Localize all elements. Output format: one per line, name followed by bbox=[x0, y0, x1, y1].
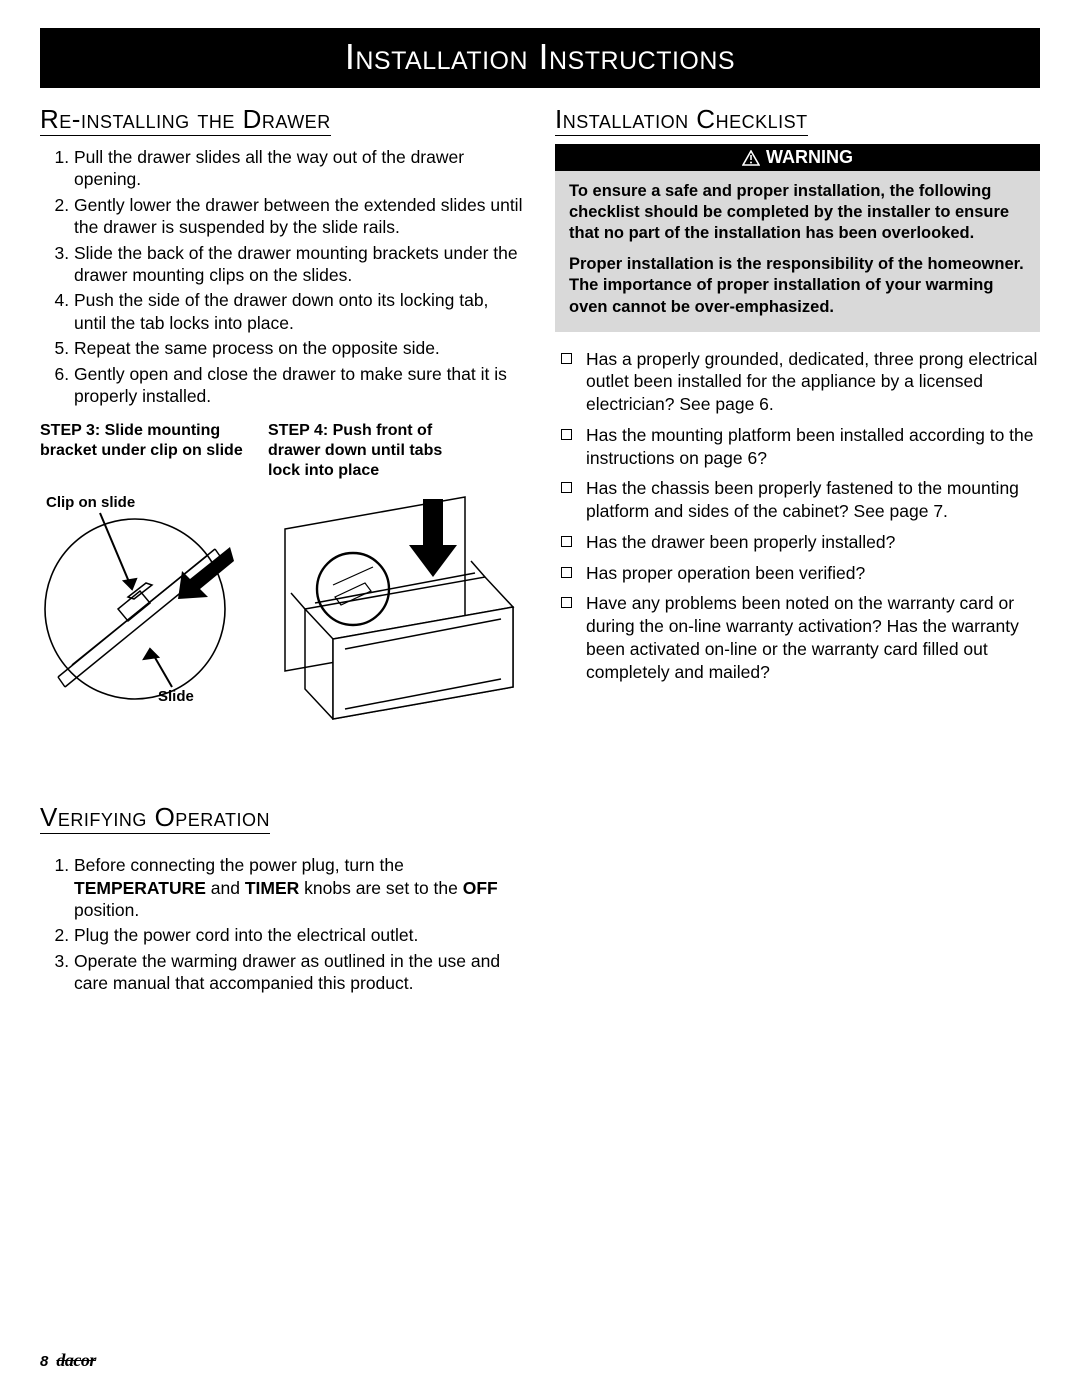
list-item: Pull the drawer slides all the way out o… bbox=[74, 146, 525, 191]
text: Before connecting the power plug, turn t… bbox=[74, 855, 404, 875]
brand-logo: dacor bbox=[56, 1350, 96, 1371]
checklist-text: Have any problems been noted on the warr… bbox=[586, 592, 1040, 683]
verify-steps-list: Before connecting the power plug, turn t… bbox=[40, 854, 525, 994]
list-item: Operate the warming drawer as outlined i… bbox=[74, 950, 525, 995]
checkbox-icon bbox=[561, 482, 572, 493]
figures-row: Clip on slide bbox=[40, 489, 525, 774]
list-item: Plug the power cord into the electrical … bbox=[74, 924, 525, 946]
text: knobs are set to the bbox=[299, 878, 462, 898]
fig1-clip-label: Clip on slide bbox=[46, 494, 135, 511]
checklist-item: Have any problems been noted on the warr… bbox=[555, 592, 1040, 683]
step4-caption: STEP 4: Push front of drawer down until … bbox=[268, 421, 478, 481]
checkbox-icon bbox=[561, 597, 572, 608]
page-number: 8 bbox=[40, 1353, 48, 1370]
checklist-heading: Installation Checklist bbox=[555, 104, 808, 136]
checklist-text: Has a properly grounded, dedicated, thre… bbox=[586, 348, 1040, 416]
list-item: Repeat the same process on the opposite … bbox=[74, 337, 525, 359]
text-bold: TEMPERATURE bbox=[74, 878, 206, 898]
list-item: Push the side of the drawer down onto it… bbox=[74, 289, 525, 334]
checklist-item: Has proper operation been verified? bbox=[555, 562, 1040, 585]
checkbox-icon bbox=[561, 536, 572, 547]
warning-box: To ensure a safe and proper installation… bbox=[555, 171, 1040, 332]
figure-step4 bbox=[275, 489, 525, 774]
checklist-item: Has the drawer been properly installed? bbox=[555, 531, 1040, 554]
list-item: Gently lower the drawer between the exte… bbox=[74, 194, 525, 239]
warning-text: Proper installation is the responsibilit… bbox=[569, 254, 1026, 317]
list-item: Before connecting the power plug, turn t… bbox=[74, 854, 525, 921]
checklist-text: Has the mounting platform been installed… bbox=[586, 424, 1040, 470]
warning-label: WARNING bbox=[766, 147, 853, 168]
warning-icon bbox=[742, 150, 760, 166]
left-column: Re-installing the Drawer Pull the drawer… bbox=[40, 96, 525, 1005]
warning-bar: WARNING bbox=[555, 144, 1040, 171]
checklist-item: Has the mounting platform been installed… bbox=[555, 424, 1040, 470]
checklist-text: Has the drawer been properly installed? bbox=[586, 531, 895, 554]
checklist-text: Has proper operation been verified? bbox=[586, 562, 865, 585]
page-banner: Installation Instructions bbox=[40, 28, 1040, 88]
checklist-item: Has the chassis been properly fastened t… bbox=[555, 477, 1040, 523]
text-bold: OFF bbox=[463, 878, 498, 898]
checklist-item: Has a properly grounded, dedicated, thre… bbox=[555, 348, 1040, 416]
warning-text: To ensure a safe and proper installation… bbox=[569, 181, 1026, 244]
fig1-slide-label: Slide bbox=[158, 688, 194, 705]
step3-caption: STEP 3: Slide mounting bracket under cli… bbox=[40, 421, 250, 481]
right-column: Installation Checklist WARNING To ensure… bbox=[555, 96, 1040, 1005]
text-bold: TIMER bbox=[245, 878, 299, 898]
reinstalling-heading: Re-installing the Drawer bbox=[40, 104, 331, 136]
figure-step3: Clip on slide bbox=[40, 489, 265, 774]
checklist: Has a properly grounded, dedicated, thre… bbox=[555, 348, 1040, 684]
checkbox-icon bbox=[561, 429, 572, 440]
checkbox-icon bbox=[561, 567, 572, 578]
checkbox-icon bbox=[561, 353, 572, 364]
reinstall-steps-list: Pull the drawer slides all the way out o… bbox=[40, 146, 525, 407]
list-item: Gently open and close the drawer to make… bbox=[74, 363, 525, 408]
page-footer: 8 dacor bbox=[40, 1350, 96, 1371]
text: and bbox=[206, 878, 245, 898]
checklist-text: Has the chassis been properly fastened t… bbox=[586, 477, 1040, 523]
verifying-heading: Verifying Operation bbox=[40, 802, 270, 834]
list-item: Slide the back of the drawer mounting br… bbox=[74, 242, 525, 287]
text: position. bbox=[74, 900, 139, 920]
